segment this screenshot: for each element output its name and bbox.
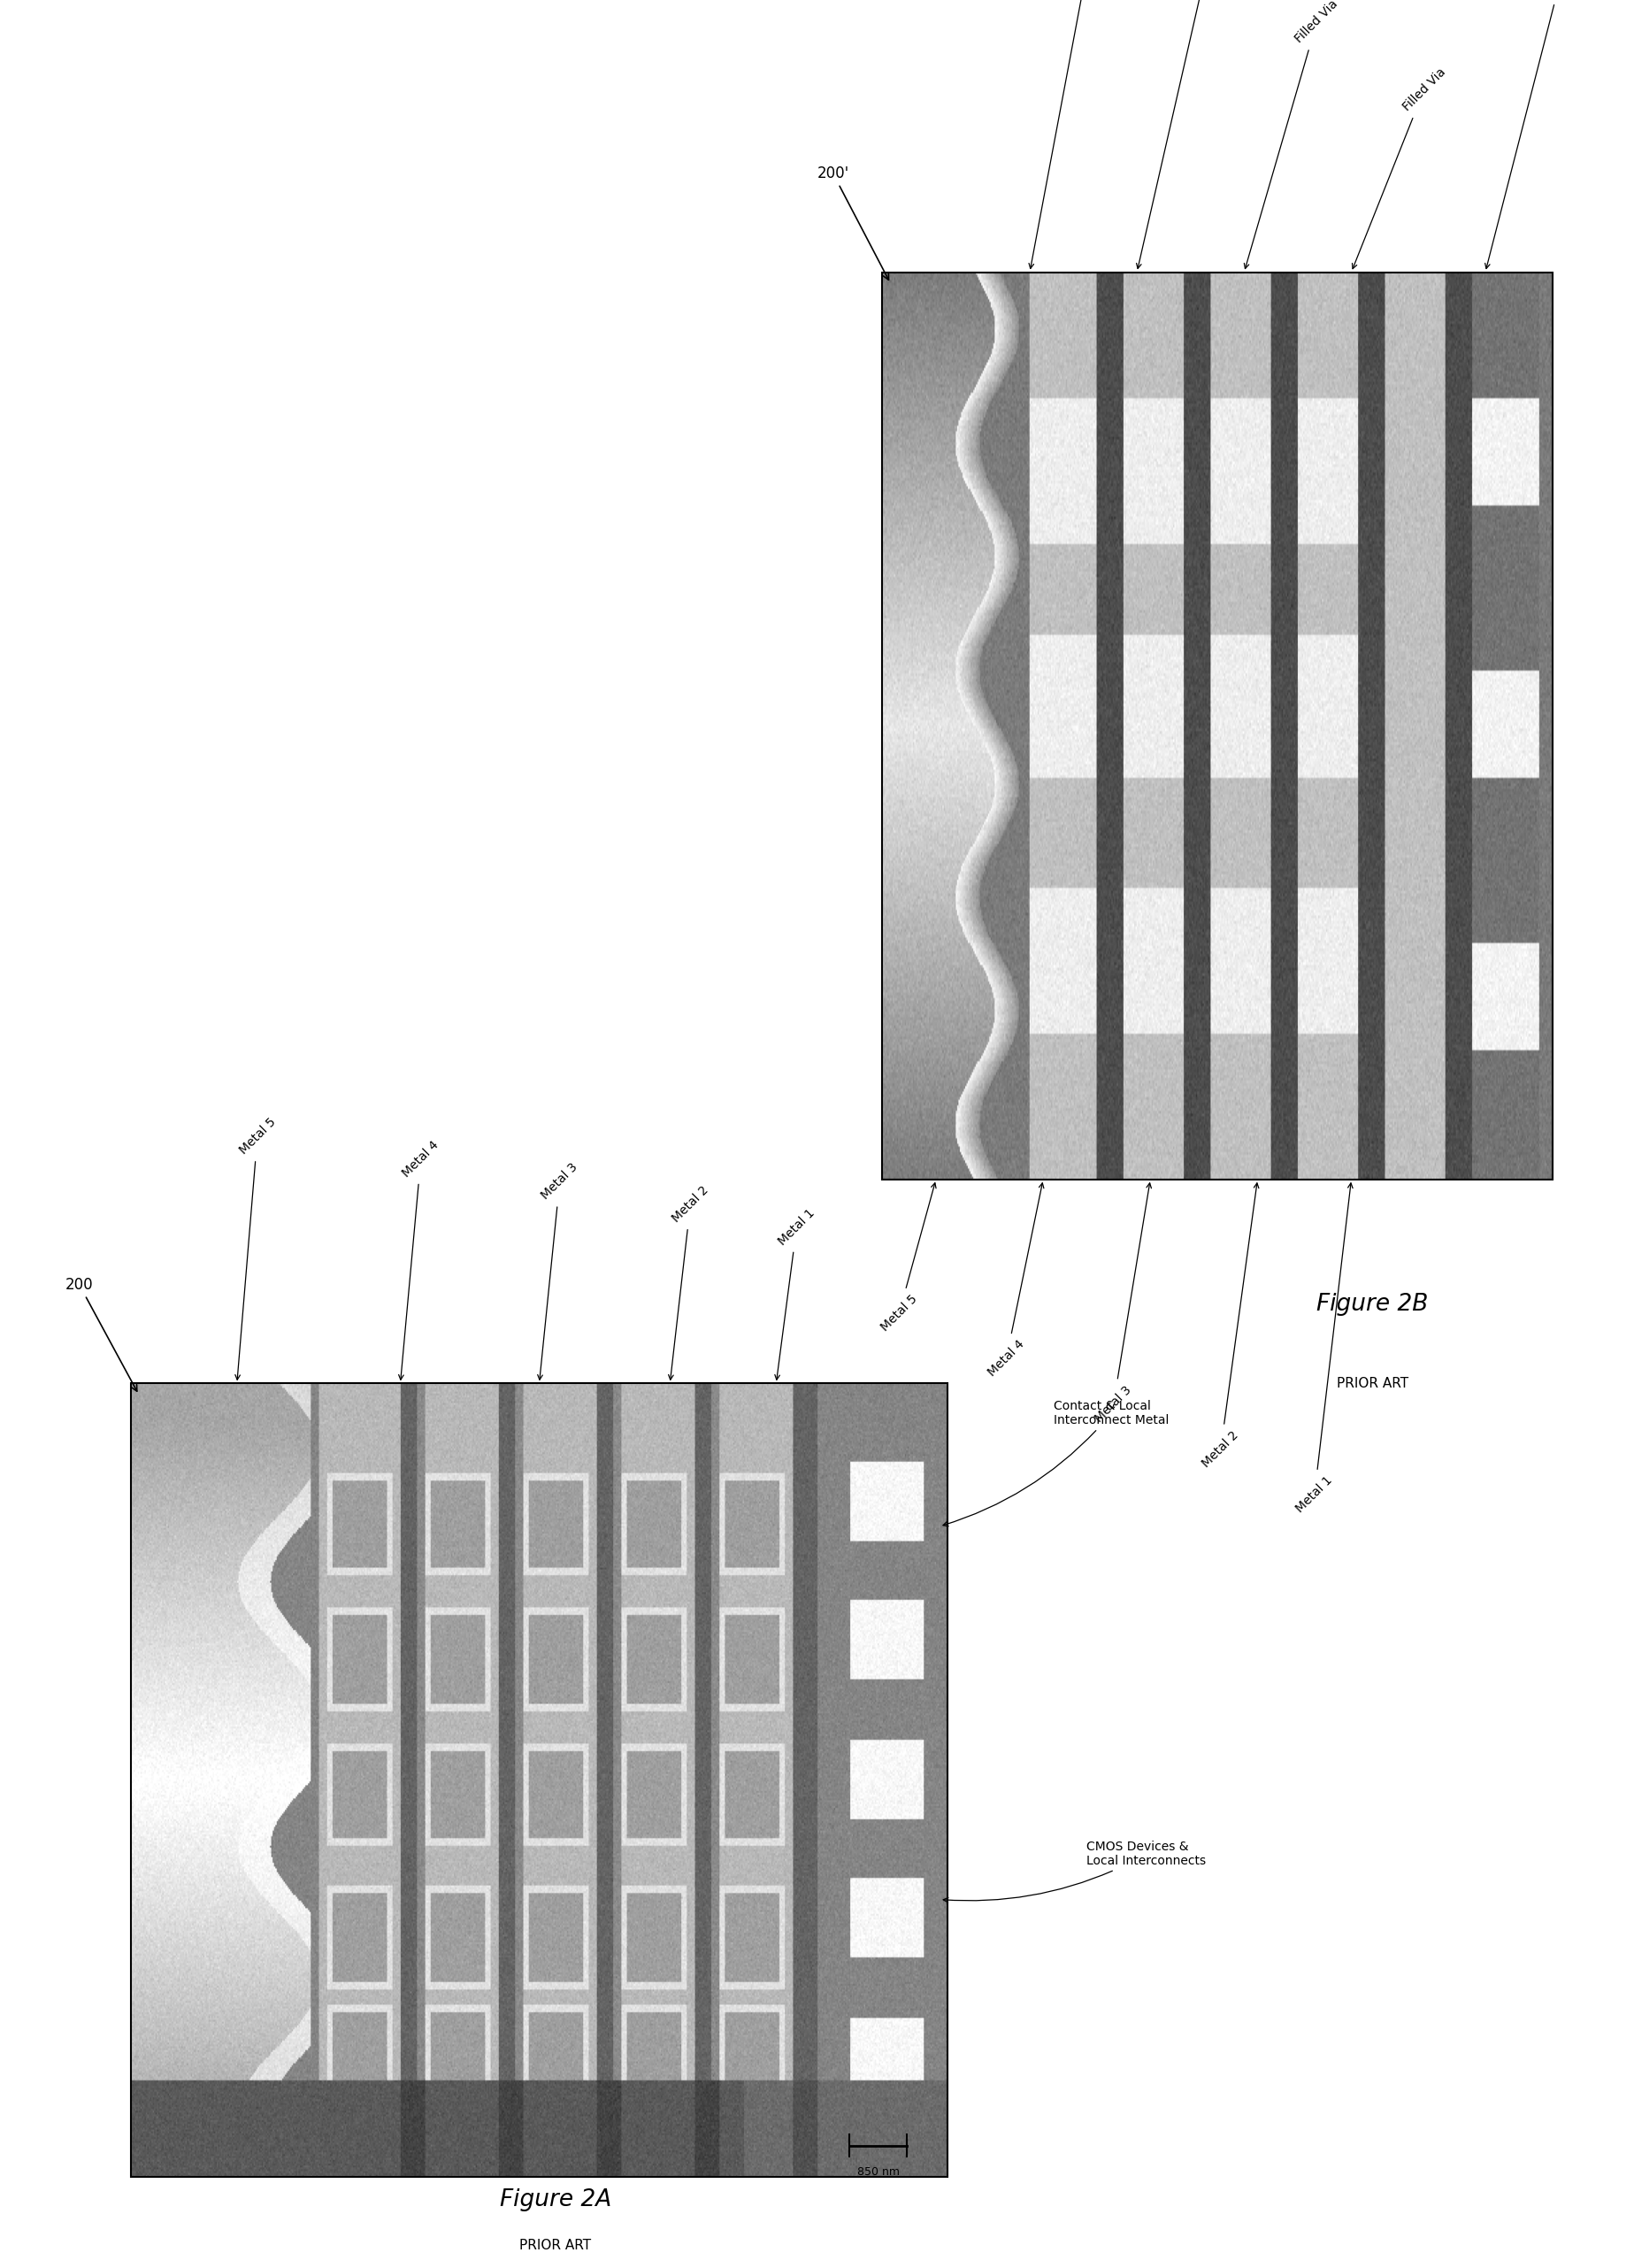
Text: Metal 5: Metal 5 (879, 1184, 936, 1334)
Text: Filled Via: Filled Via (1137, 0, 1234, 268)
Text: 200: 200 (65, 1277, 137, 1390)
Text: Metal 1: Metal 1 (775, 1207, 817, 1379)
Text: 850 nm: 850 nm (858, 2166, 899, 2177)
Text: Filled Via: Filled Via (1353, 66, 1448, 268)
Text: Figure 2B: Figure 2B (1317, 1293, 1428, 1315)
Text: Metal 2: Metal 2 (1199, 1184, 1258, 1470)
Bar (882, 272, 1552, 1179)
Text: Metal 2: Metal 2 (668, 1184, 711, 1379)
Text: Contact & Local
Interconnect Metal: Contact & Local Interconnect Metal (1485, 0, 1618, 268)
Text: Figure 2A: Figure 2A (500, 2189, 611, 2211)
Text: Filled Via: Filled Via (1029, 0, 1126, 268)
Text: Metal 4: Metal 4 (985, 1184, 1044, 1379)
Text: PRIOR ART: PRIOR ART (520, 2239, 592, 2252)
Text: Metal 1: Metal 1 (1294, 1184, 1353, 1515)
Text: Metal 4: Metal 4 (399, 1139, 441, 1379)
Text: CMOS Devices &
Local Interconnects: CMOS Devices & Local Interconnects (943, 1842, 1206, 1903)
Text: Metal 3: Metal 3 (1093, 1184, 1152, 1424)
Text: Filled Via: Filled Via (1243, 0, 1342, 268)
Text: Metal 5: Metal 5 (235, 1116, 278, 1379)
Text: 200': 200' (817, 166, 889, 279)
Text: Metal 3: Metal 3 (538, 1161, 580, 1379)
Text: PRIOR ART: PRIOR ART (1337, 1377, 1409, 1390)
Bar (131, 1383, 948, 2177)
Text: Contact & Local
Interconnect Metal: Contact & Local Interconnect Metal (943, 1399, 1170, 1526)
